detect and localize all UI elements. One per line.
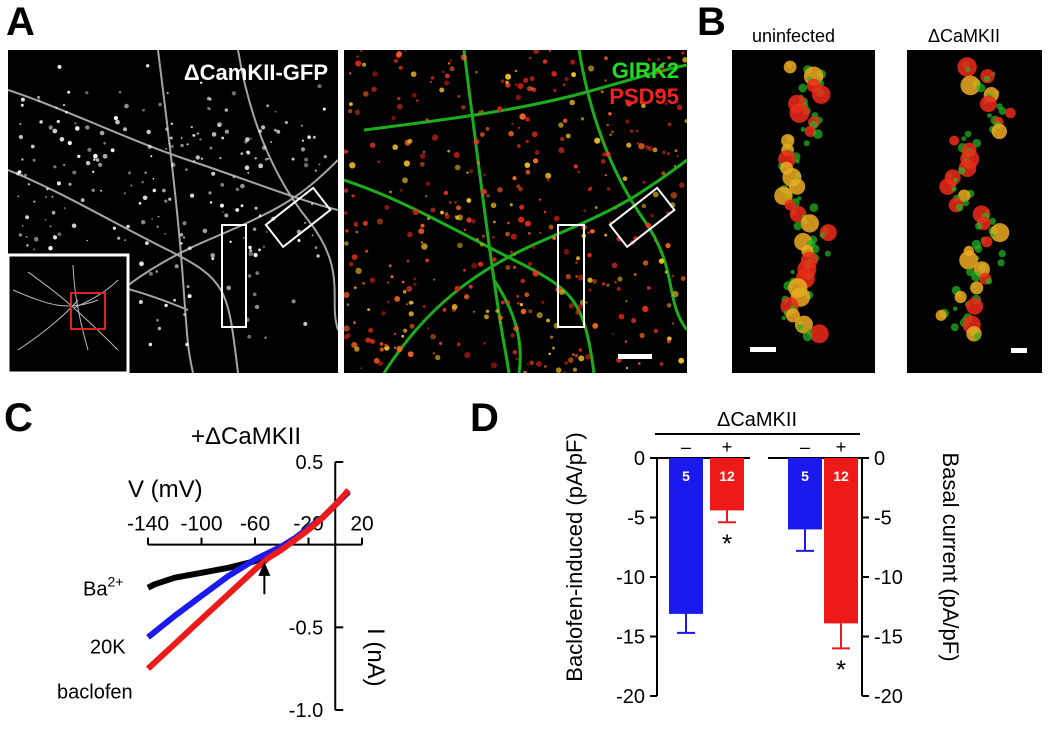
bar-sign-label: + [722, 437, 733, 457]
title-uninfected: uninfected [752, 26, 836, 46]
x-tick-label: 20 [350, 513, 373, 536]
channel-label-girk2: GIRK2 [612, 58, 679, 83]
left-y-tick-label: -10 [616, 567, 645, 589]
roi-box-tilted [264, 186, 332, 249]
channel-label-psd95: PSD95 [609, 84, 679, 109]
bar-sign-label: + [836, 437, 847, 457]
bar-n-label: 5 [801, 468, 809, 484]
dendrite-dcamkii-image [907, 50, 1042, 373]
right-ylabel: Basal current (pA/pF) [938, 452, 963, 661]
scale-bar-b2 [1011, 348, 1027, 353]
bar-chart: 0 0 -5 -5 -10 -10 -15 -15 -20 -20 Baclofen-induced… [562, 409, 963, 708]
significance-star: * [836, 654, 846, 684]
left-y-tick-label: -5 [627, 508, 645, 530]
group-label: ΔCaMKII [717, 409, 797, 431]
panel-label-d: D [470, 396, 499, 440]
left-ylabel: Baclofen-induced (pA/pF) [562, 432, 587, 681]
right-y-tick-label: -5 [874, 508, 892, 530]
x-tick-label: -140 [127, 513, 169, 536]
right-y-tick-label: -15 [874, 627, 903, 649]
right-y-tick-label: -10 [874, 567, 903, 589]
merge-roi-box-vertical [557, 224, 585, 328]
y-tick-label: -0.5 [289, 617, 323, 639]
left-y-tick-label: -15 [616, 627, 645, 649]
iv-xlabel: V (mV) [128, 476, 203, 503]
legend-20k: 20K [90, 636, 126, 658]
iv-chart: +ΔCaMKII V (mV) I (nA) -140 -100 -60 -20 20 0… [57, 423, 389, 722]
merge-micrograph: GIRK2 PSD95 [344, 50, 687, 373]
bar [710, 458, 744, 511]
right-y-tick-label: 0 [874, 448, 885, 470]
bar [669, 458, 703, 614]
significance-star: * [722, 528, 732, 558]
iv-title: +ΔCaMKII [191, 423, 301, 450]
bar [788, 458, 822, 530]
legend-ba2-: Ba2+ [83, 574, 123, 601]
dendrite-uninfected-image [732, 50, 875, 373]
right-y-tick-label: -20 [874, 686, 903, 708]
title-dcamkii: ΔCaMKII [928, 26, 1001, 46]
reversal-arrow [258, 561, 271, 595]
bar [824, 458, 858, 624]
bar-sign-label: – [800, 437, 810, 457]
panel-label-c: C [4, 396, 33, 440]
scale-bar-b1 [750, 347, 776, 352]
gfp-label: ΔCamKII-GFP [184, 60, 328, 85]
scale-bar-a [618, 354, 652, 359]
x-tick-label: -100 [180, 513, 222, 536]
series-baclofen [145, 488, 351, 671]
left-y-tick-label: -20 [616, 686, 645, 708]
merge-roi-box-tilted [608, 186, 676, 249]
panel-label-a: A [6, 0, 35, 44]
x-tick-label: -60 [240, 513, 270, 536]
x-tick-label: -20 [293, 513, 323, 536]
bar-sign-label: – [681, 437, 691, 457]
bar-n-label: 5 [682, 468, 690, 484]
panel-label-b: B [697, 0, 726, 44]
low-mag-inset [8, 253, 130, 373]
bar-n-label: 12 [719, 468, 735, 484]
inset-red-box [70, 292, 106, 330]
y-tick-label: -1.0 [289, 700, 323, 722]
bar-n-label: 12 [833, 468, 849, 484]
gfp-micrograph: ΔCamKII-GFP [8, 50, 338, 373]
left-y-tick-label: 0 [634, 448, 645, 470]
legend-baclofen: baclofen [57, 682, 133, 704]
roi-box-vertical [221, 224, 247, 328]
iv-ylabel: I (nA) [362, 628, 389, 687]
y-tick-label: 0.5 [295, 452, 323, 474]
